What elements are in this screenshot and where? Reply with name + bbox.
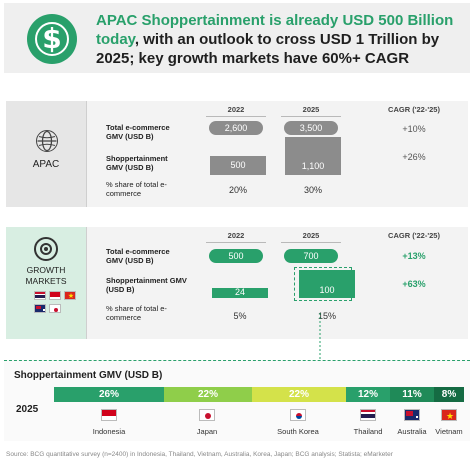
header-banner: $ APAC Shoppertainment is already USD 50…	[4, 3, 470, 73]
dollar-circle-icon: $	[27, 14, 77, 64]
apac-gmv-cagr: +10%	[402, 124, 426, 134]
apac-gmv-label: Total e-commerce GMV (USD B)	[106, 123, 170, 141]
apac-share-2025: 30%	[303, 185, 322, 195]
growth-col-cagr: CAGR ('22-'25)	[388, 231, 440, 240]
apac-gmv-2025-pill: 3,500	[284, 121, 338, 135]
page-title: APAC Shoppertainment is already USD 500 …	[96, 11, 466, 68]
apac-col-2025: 2025	[302, 105, 320, 114]
strip-year: 2025	[16, 404, 39, 415]
apac-gmv-2022-pill: 2,600	[209, 121, 263, 135]
country-south-korea: South Korea	[263, 409, 333, 436]
country-australia: Australia	[377, 409, 447, 436]
segment-south-korea: 22%	[252, 387, 346, 402]
growth-label-line2: MARKETS	[25, 276, 67, 286]
thailand-flag-icon	[34, 291, 46, 300]
country-name-vietnam: Vietnam	[435, 427, 463, 436]
country-name-indonesia: Indonesia	[92, 427, 126, 436]
apac-shop-label: Shoppertainment GMV (USD B)	[106, 154, 168, 172]
country-indonesia: Indonesia	[74, 409, 144, 436]
growth-shop-2022-bar: 24	[212, 287, 268, 298]
growth-share-label: % share of total e-commerce	[106, 304, 167, 322]
apac-panel: APAC 2022 2025 CAGR ('22-'25) Total e-co…	[6, 101, 468, 207]
apac-label: APAC	[32, 159, 60, 170]
country-name-japan: Japan	[196, 427, 218, 436]
vietnam-flag-icon: ★	[441, 409, 457, 421]
country-name-thailand: Thailand	[353, 427, 383, 436]
source-note: Source: BCG quantitative survey (n=2400)…	[6, 451, 393, 458]
growth-share-2025: 15%	[317, 311, 336, 321]
apac-shop-2025-bar: 1,100	[285, 137, 341, 175]
country-japan: Japan	[172, 409, 242, 436]
growth-shop-cagr: +63%	[402, 279, 426, 289]
apac-col-2022: 2022	[227, 105, 245, 114]
growth-gmv-2025-pill: 700	[284, 249, 338, 263]
apac-shop-2025-value: 1,100	[301, 161, 325, 171]
globe-icon	[36, 130, 58, 152]
strip-title: Shoppertainment GMV (USD B)	[14, 370, 163, 381]
apac-side: APAC	[6, 101, 86, 207]
south-korea-flag-icon	[290, 409, 306, 421]
market-split-strip: Shoppertainment GMV (USD B) 2025 26% 22%…	[4, 360, 470, 441]
apac-col-cagr: CAGR ('22-'25)	[388, 105, 440, 114]
segment-indonesia: 26%	[54, 387, 164, 402]
indonesia-flag-icon	[49, 291, 61, 300]
target-icon	[34, 237, 58, 261]
growth-shop-2025-bar: 100	[299, 270, 355, 298]
growth-shop-2025-value: 100	[319, 285, 335, 295]
country-name-south-korea: South Korea	[277, 427, 319, 436]
indonesia-flag-icon	[101, 409, 117, 421]
title-rest: , with an outlook to cross USD 1 Trillio…	[96, 31, 440, 67]
japan-flag-icon	[199, 409, 215, 421]
country-vietnam: ★ Vietnam	[414, 409, 474, 436]
japan-flag-icon	[49, 304, 61, 313]
growth-col-2025: 2025	[302, 231, 320, 240]
australia-flag-icon	[34, 304, 46, 313]
growth-label-line1: GROWTH	[26, 265, 66, 275]
australia-flag-icon	[404, 409, 420, 421]
country-thailand: Thailand	[333, 409, 403, 436]
vietnam-flag-icon: ★	[64, 291, 76, 300]
apac-shop-2022-bar: 500	[210, 156, 266, 175]
apac-shop-cagr: +26%	[402, 152, 426, 162]
segment-australia: 11%	[390, 387, 434, 402]
segment-japan: 22%	[164, 387, 252, 402]
apac-shop-2022-value: 500	[230, 160, 246, 170]
growth-markets-panel: GROWTH MARKETS ★ 2022 2025 CAGR ('22-'25…	[6, 227, 468, 339]
thailand-flag-icon	[360, 409, 376, 421]
segment-thailand: 12%	[346, 387, 390, 402]
apac-share-label: % share of total e-commerce	[106, 180, 167, 198]
segment-vietnam: 8%	[434, 387, 464, 402]
country-name-australia: Australia	[397, 427, 427, 436]
title-highlight: APAC Shoppertainment is already USD 500 …	[96, 12, 454, 48]
growth-gmv-cagr: +13%	[402, 251, 426, 261]
growth-shop-2022-value: 24	[234, 287, 245, 297]
growth-share-2022: 5%	[233, 311, 247, 321]
growth-side: GROWTH MARKETS ★	[6, 227, 86, 339]
growth-gmv-2022-pill: 500	[209, 249, 263, 263]
apac-share-2022: 20%	[228, 185, 247, 195]
growth-gmv-label: Total e-commerce GMV (USD B)	[106, 247, 170, 265]
growth-shop-label: Shoppertainment GMV (USD B)	[106, 276, 187, 294]
growth-col-2022: 2022	[227, 231, 245, 240]
